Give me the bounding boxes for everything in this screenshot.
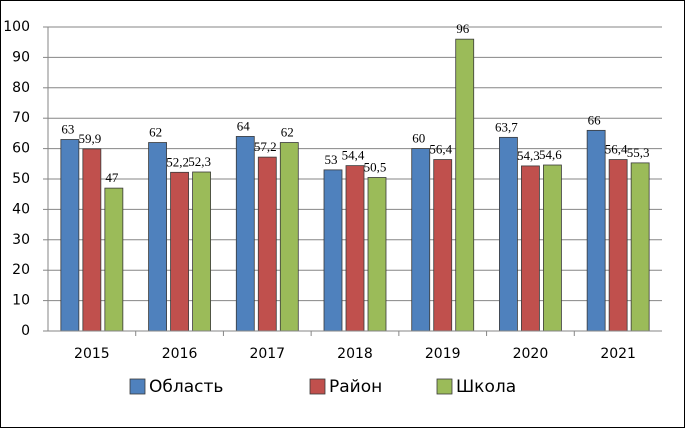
data-label: 64 bbox=[237, 118, 251, 133]
bar bbox=[192, 171, 211, 332]
bar bbox=[367, 177, 387, 332]
data-label: 56,4 bbox=[605, 142, 628, 157]
bar bbox=[433, 159, 453, 332]
data-label: 57,2 bbox=[254, 139, 277, 154]
bar bbox=[257, 156, 277, 332]
data-label: 54,4 bbox=[342, 148, 365, 163]
legend-label: Школа bbox=[456, 377, 516, 397]
data-label: 52,3 bbox=[188, 154, 211, 169]
bar bbox=[170, 171, 189, 332]
legend-label: Область bbox=[149, 377, 223, 397]
data-label: 47 bbox=[105, 170, 119, 185]
x-tick-label: 2017 bbox=[249, 346, 285, 362]
y-tick-label: 10 bbox=[12, 293, 30, 309]
data-label: 96 bbox=[456, 21, 470, 36]
x-tick-label: 2019 bbox=[425, 346, 461, 362]
y-tick-label: 0 bbox=[21, 323, 30, 339]
data-label: 50,5 bbox=[364, 159, 387, 174]
legend-label: Район bbox=[329, 377, 382, 397]
x-tick-label: 2021 bbox=[600, 346, 636, 362]
bar bbox=[235, 136, 255, 332]
x-tick-label: 2015 bbox=[74, 346, 110, 362]
bar bbox=[82, 148, 102, 332]
data-label: 62 bbox=[281, 125, 294, 140]
y-tick-label: 90 bbox=[12, 49, 30, 65]
bar bbox=[345, 165, 365, 332]
data-label: 56,4 bbox=[429, 142, 452, 157]
y-tick-label: 80 bbox=[12, 80, 30, 96]
bar bbox=[279, 142, 299, 332]
bar bbox=[608, 159, 628, 332]
y-tick-label: 20 bbox=[12, 262, 30, 278]
bar bbox=[323, 169, 343, 332]
legend-swatch bbox=[129, 378, 146, 395]
bar bbox=[543, 164, 562, 332]
y-tick-label: 40 bbox=[12, 201, 30, 217]
data-label: 59,9 bbox=[78, 131, 101, 146]
bar bbox=[411, 148, 431, 332]
legend-swatch bbox=[436, 378, 453, 395]
bar bbox=[521, 165, 540, 332]
data-label: 52,2 bbox=[166, 154, 189, 169]
y-tick-label: 30 bbox=[12, 232, 30, 248]
x-tick-label: 2020 bbox=[513, 346, 549, 362]
bar bbox=[499, 136, 518, 332]
y-tick-label: 70 bbox=[12, 110, 30, 126]
x-tick-label: 2018 bbox=[337, 346, 373, 362]
x-tick-label: 2016 bbox=[162, 346, 198, 362]
bar bbox=[586, 129, 606, 332]
bar bbox=[455, 38, 475, 332]
data-label: 54,6 bbox=[539, 147, 562, 162]
bar bbox=[104, 187, 124, 332]
data-label: 55,3 bbox=[627, 145, 650, 160]
bar bbox=[60, 139, 80, 332]
bar bbox=[148, 142, 167, 332]
legend-swatch bbox=[309, 378, 326, 395]
data-label: 62 bbox=[149, 125, 162, 140]
data-label: 54,3 bbox=[517, 148, 540, 163]
y-tick-label: 100 bbox=[3, 19, 30, 35]
data-label: 63,7 bbox=[495, 119, 518, 134]
data-label: 60 bbox=[412, 131, 425, 146]
data-label: 66 bbox=[588, 112, 602, 127]
bar bbox=[630, 162, 650, 332]
data-label: 63 bbox=[61, 121, 74, 136]
y-tick-label: 50 bbox=[12, 171, 30, 187]
data-label: 53 bbox=[325, 152, 338, 167]
y-tick-label: 60 bbox=[12, 141, 30, 157]
